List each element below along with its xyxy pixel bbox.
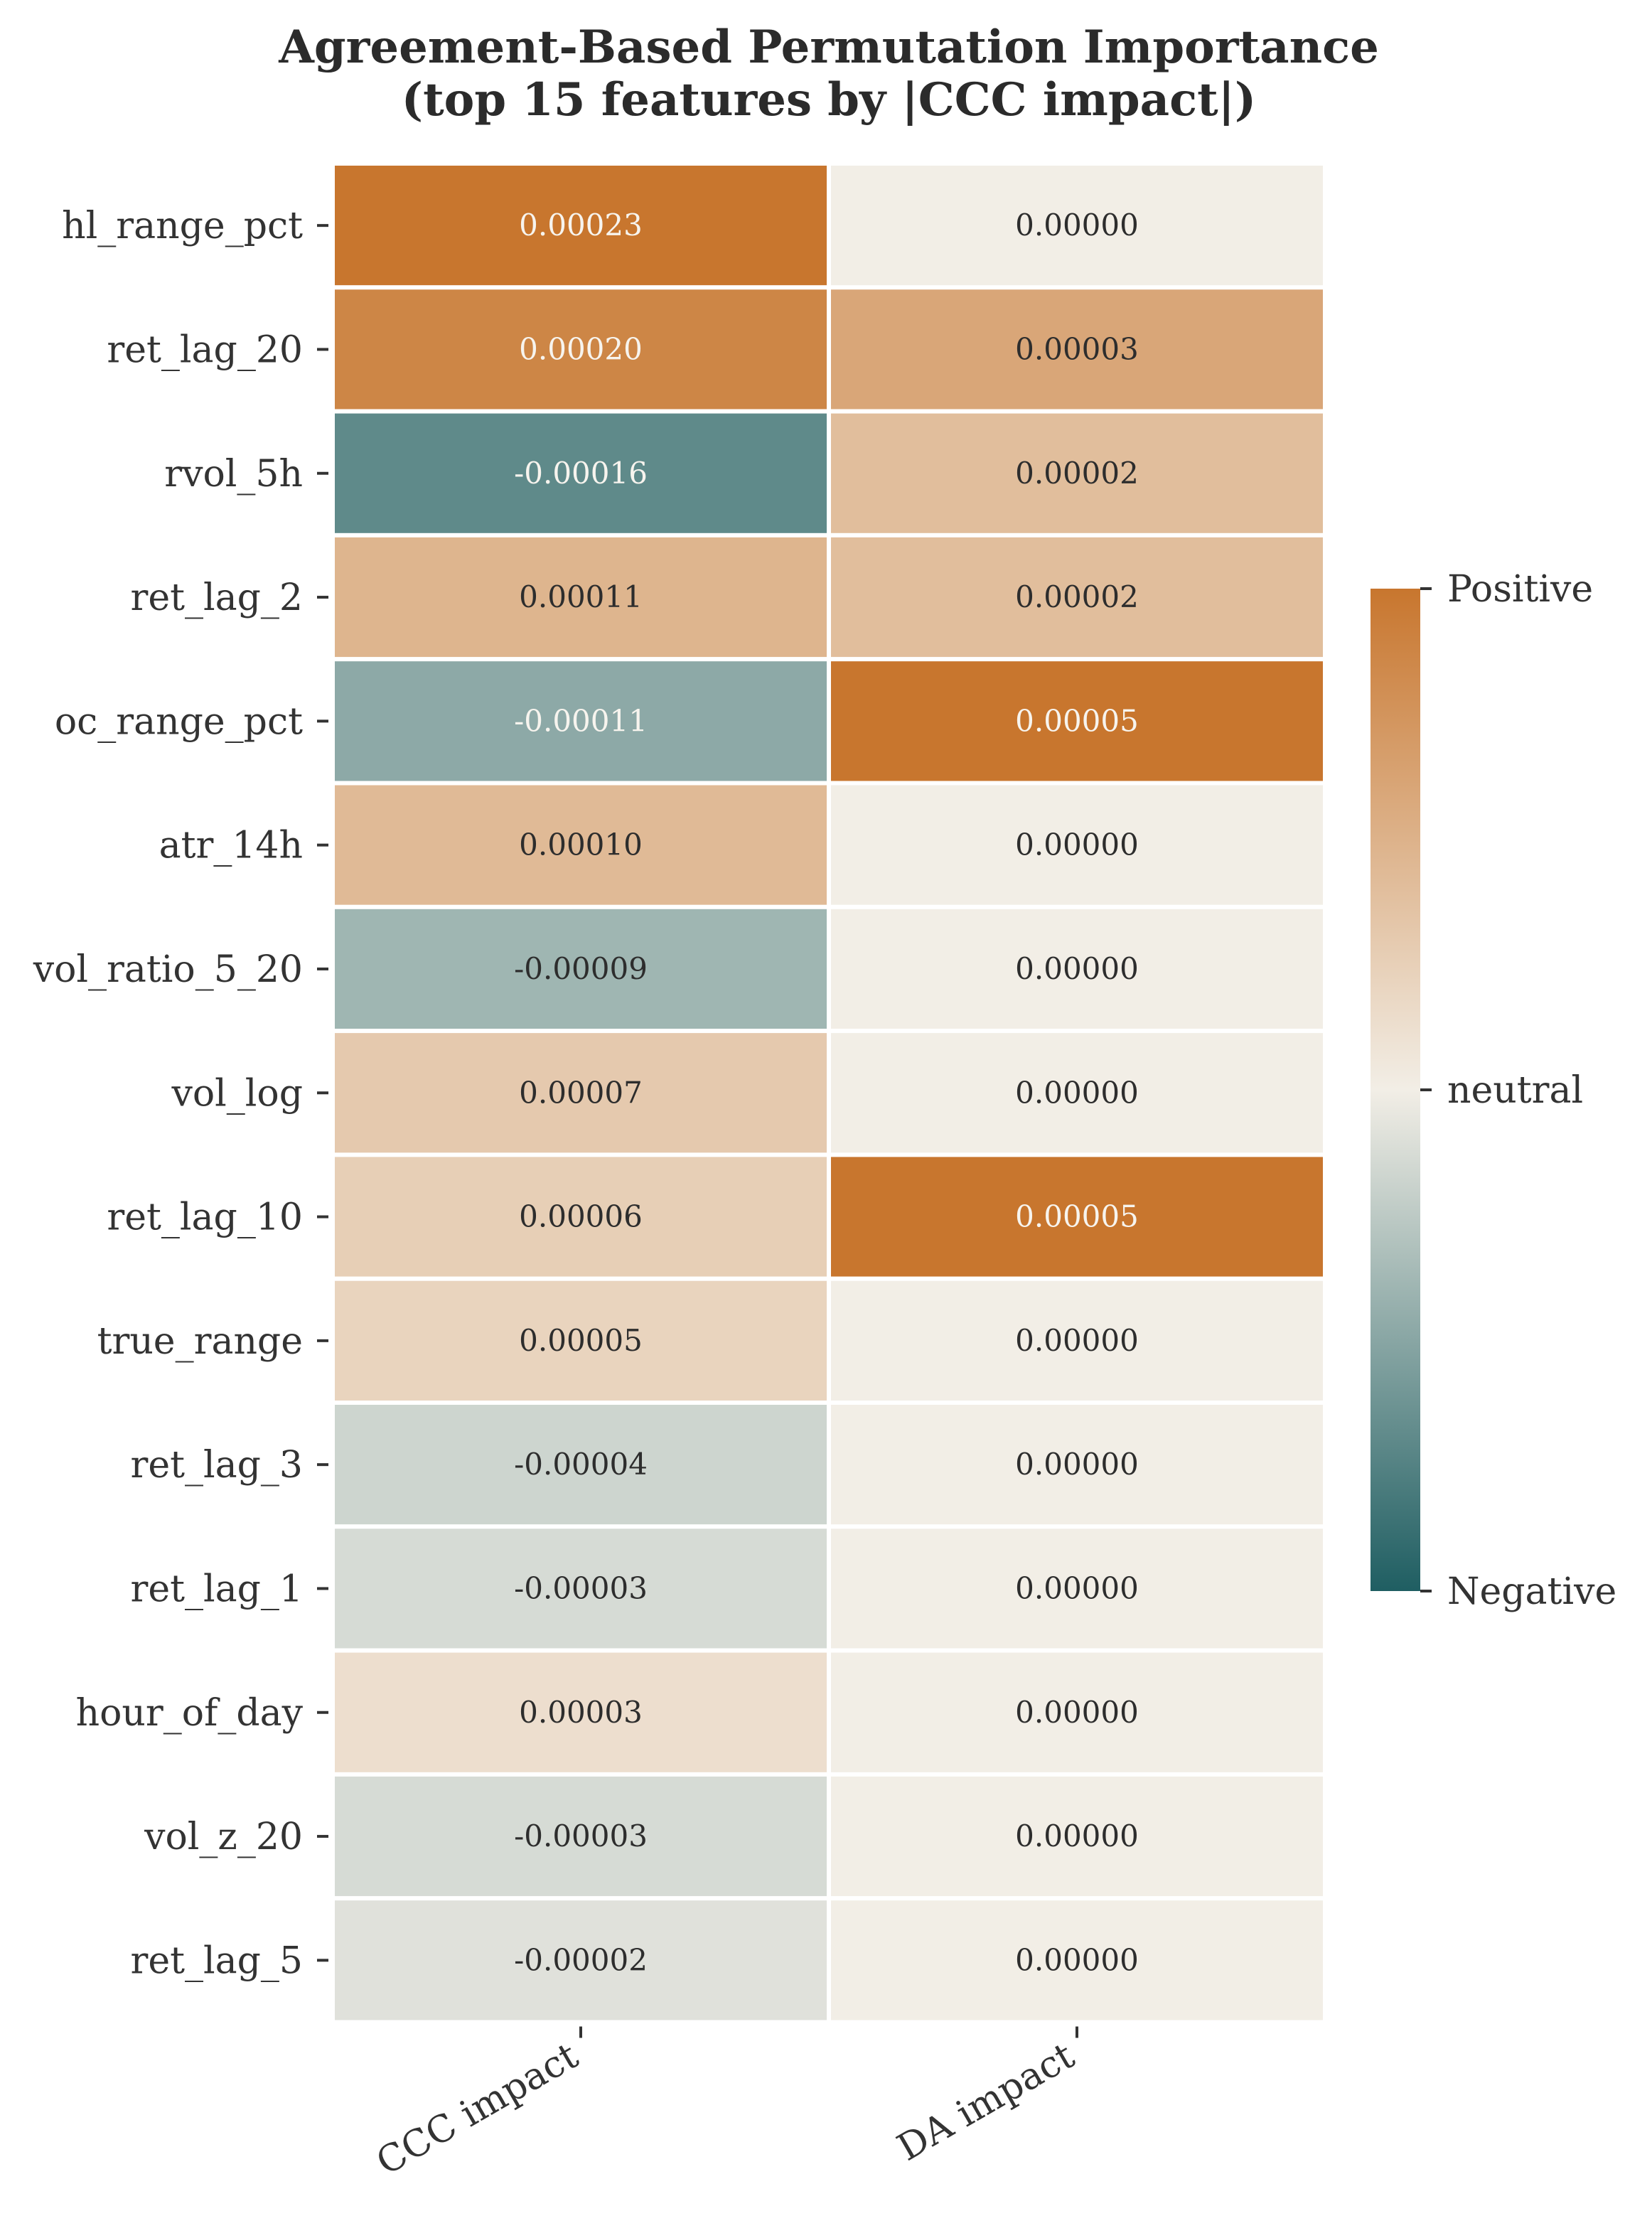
row-label: rvol_5h [164, 453, 303, 496]
heatmap-cell [331, 1152, 831, 1281]
heatmap-cell [827, 1401, 1327, 1529]
cell-value-label: -0.00016 [514, 456, 648, 491]
chart-title: Agreement-Based Permutation Importance [278, 21, 1379, 74]
colorbar-label: neutral [1447, 1069, 1583, 1112]
heatmap-cell [827, 532, 1327, 662]
column-label: DA impact [890, 2035, 1081, 2170]
heatmap-cell [827, 1524, 1327, 1653]
heatmap-cell [827, 1276, 1327, 1405]
cell-value-label: 0.00011 [519, 579, 643, 614]
cell-value-label: 0.00000 [1015, 1942, 1139, 1977]
cell-value-label: 0.00000 [1015, 951, 1139, 986]
cell-value-label: 0.00002 [1015, 456, 1139, 491]
row-label: ret_lag_5 [130, 1939, 303, 1982]
cell-value-label: 0.00000 [1015, 1075, 1139, 1110]
cell-value-label: 0.00000 [1015, 1447, 1139, 1482]
heatmap-cell [331, 1524, 831, 1653]
heatmap-cell [331, 1276, 831, 1405]
row-label: oc_range_pct [55, 700, 303, 743]
row-label: vol_ratio_5_20 [33, 948, 303, 991]
heatmap-cell [827, 409, 1327, 537]
cell-value-label: 0.00002 [1015, 579, 1139, 614]
heatmap-cell [827, 1772, 1327, 1901]
cell-value-label: 0.00020 [519, 331, 643, 366]
row-label: hl_range_pct [62, 205, 303, 247]
row-label: ret_lag_10 [107, 1196, 303, 1239]
heatmap-cell [827, 1896, 1327, 2025]
colorbar-label: Positive [1447, 568, 1593, 611]
cell-value-label: 0.00003 [519, 1695, 643, 1730]
cell-value-label: 0.00000 [1015, 1695, 1139, 1730]
cell-value-label: -0.00002 [514, 1942, 648, 1977]
cell-value-label: 0.00005 [519, 1323, 643, 1358]
heatmap-cell [827, 1152, 1327, 1281]
row-label: vol_log [171, 1072, 303, 1115]
row-label: ret_lag_2 [130, 577, 303, 619]
cell-value-label: 0.00000 [1015, 1819, 1139, 1853]
cell-value-label: 0.00005 [1015, 1199, 1139, 1234]
cell-value-label: 0.00005 [1015, 703, 1139, 738]
cell-value-label: 0.00010 [519, 828, 643, 862]
colorbar-gradient [1371, 589, 1420, 1591]
chart-subtitle: (top 15 features by |CCC impact|) [402, 73, 1256, 127]
cell-value-label: 0.00000 [1015, 1323, 1139, 1358]
heatmap-cell [331, 1401, 831, 1529]
heatmap-cell [331, 1896, 831, 2025]
row-label: ret_lag_3 [130, 1444, 303, 1487]
colorbar: Positive neutral Negative [1371, 568, 1616, 1613]
cell-value-label: -0.00004 [514, 1447, 648, 1482]
cell-value-label: -0.00003 [514, 1819, 648, 1853]
cell-value-label: 0.00007 [519, 1075, 643, 1110]
heatmap-cell [827, 161, 1327, 290]
heatmap-cell [827, 1648, 1327, 1777]
row-label: true_range [97, 1320, 303, 1363]
cell-value-label: -0.00009 [514, 951, 648, 986]
row-labels: hl_range_pct ret_lag_20 rvol_5h ret_lag_2oc… [33, 205, 328, 1982]
heatmap-cell [827, 657, 1327, 786]
cell-value-label: 0.00006 [519, 1199, 643, 1234]
heatmap-cell [331, 285, 831, 414]
row-label: atr_14h [159, 825, 303, 867]
heatmap-cell [827, 1029, 1327, 1157]
cell-value-label: 0.00000 [1015, 208, 1139, 242]
cell-value-label: -0.00011 [514, 703, 648, 738]
cell-value-label: 0.00000 [1015, 1570, 1139, 1605]
cell-value-label: 0.00000 [1015, 828, 1139, 862]
cell-value-label: 0.00003 [1015, 331, 1139, 366]
column-label: CCC impact [370, 2035, 586, 2184]
heatmap-cell [331, 1772, 831, 1901]
colorbar-label: Negative [1447, 1570, 1616, 1613]
cell-value-label: 0.00023 [519, 208, 643, 242]
heatmap-cell [827, 904, 1327, 1034]
heatmap-cells: 0.00023 0.00000 0.00020 0.00003 -0.00016 0.00… [331, 161, 1327, 2025]
row-label: hour_of_day [76, 1692, 304, 1735]
column-labels: CCC impact DA impact [370, 2026, 1082, 2184]
heatmap-cell [331, 161, 831, 290]
row-label: ret_lag_1 [130, 1568, 303, 1610]
cell-value-label: -0.00003 [514, 1570, 648, 1605]
row-label: ret_lag_20 [107, 328, 303, 371]
heatmap-cell [827, 781, 1327, 909]
heatmap-cell [827, 285, 1327, 414]
row-label: vol_z_20 [144, 1816, 303, 1858]
